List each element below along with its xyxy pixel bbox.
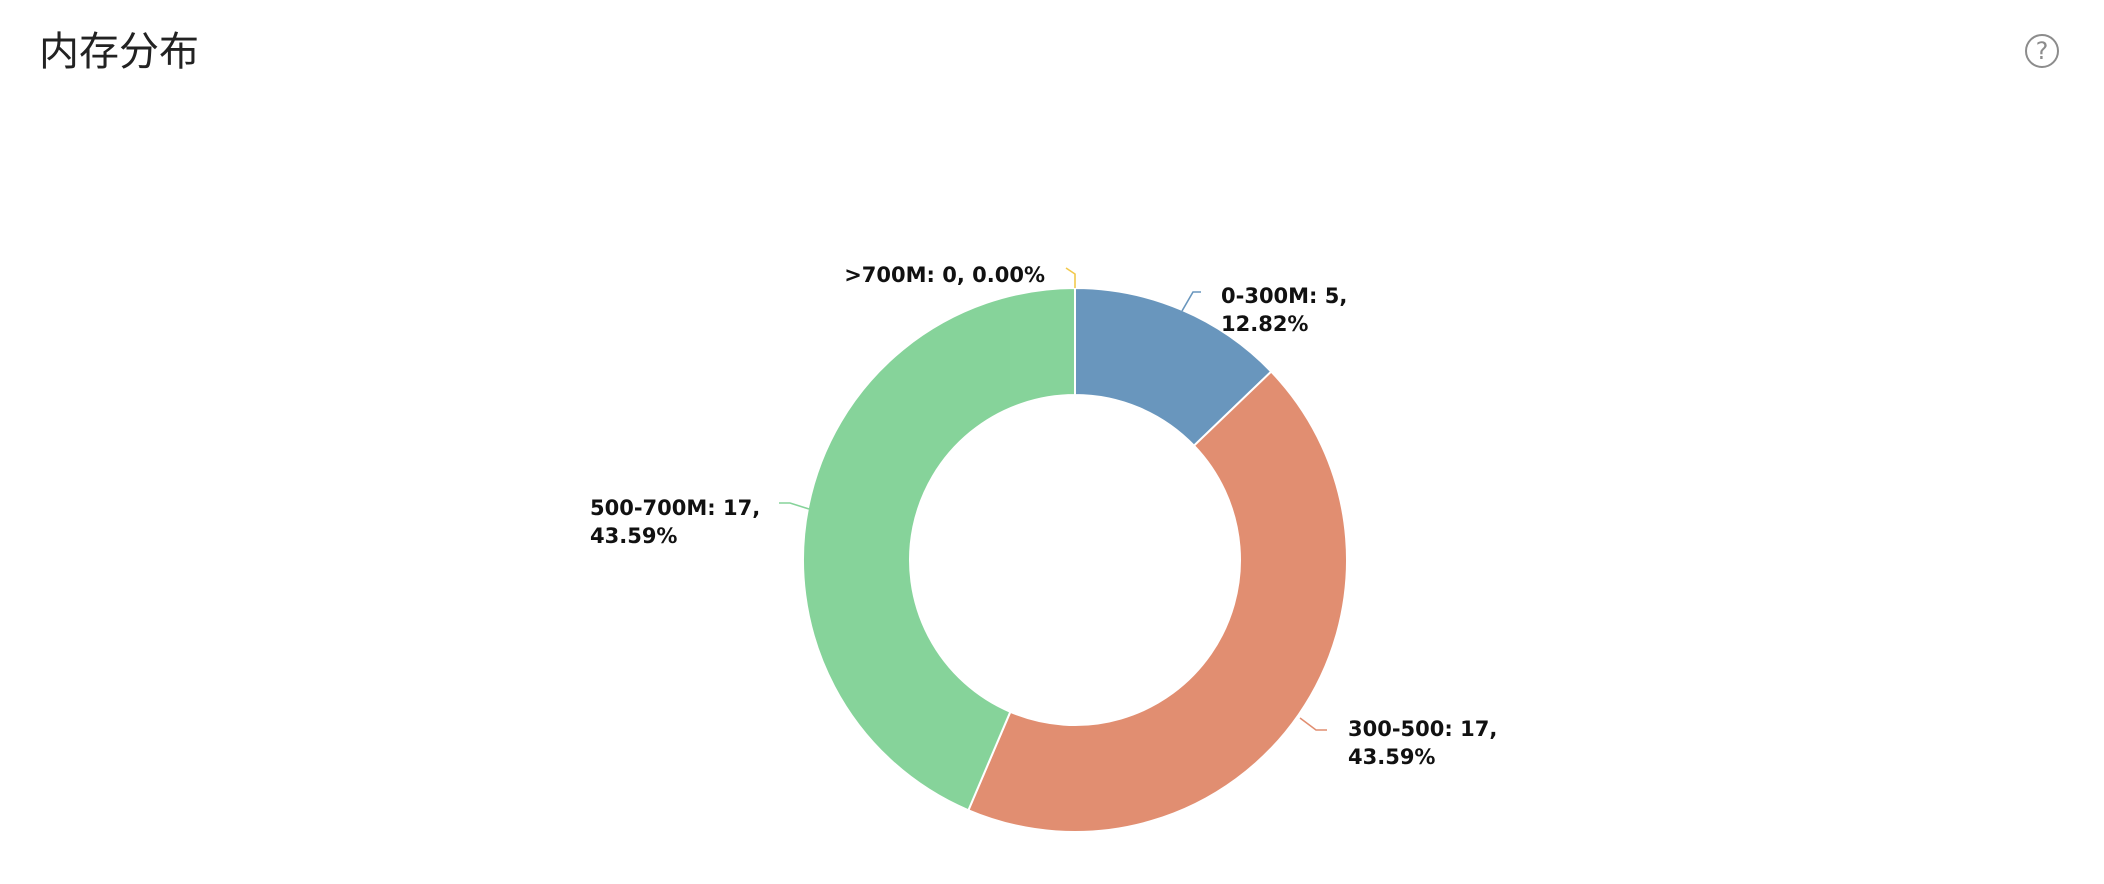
slice-labels: 0-300M: 5, 12.82% 300-500: 17, 43.59% 500-70… — [590, 263, 1497, 769]
slice-label-percent-0-300m: 12.82% — [1221, 312, 1308, 336]
label-leader-lines — [779, 267, 1327, 731]
leader-line-700m — [1065, 267, 1076, 288]
leader-line-300-500 — [1299, 717, 1327, 731]
slice-label-0-300m: 0-300M: 5, — [1221, 284, 1347, 308]
page-title: 内存分布 — [39, 29, 199, 75]
slice-300-500[interactable] — [967, 370, 1348, 833]
question-circle-icon: ? — [2035, 37, 2049, 65]
slice-500-700m[interactable] — [802, 286, 1076, 812]
leader-line-500-700m — [779, 502, 810, 510]
leader-line-0-300m — [1181, 291, 1201, 312]
slice-label-percent-300-500: 43.59% — [1348, 745, 1435, 769]
slice-label-500-700m: 500-700M: 17, — [590, 496, 760, 520]
slice-label-percent-500-700m: 43.59% — [590, 524, 677, 548]
donut-slices — [802, 286, 1348, 833]
slice-label-300-500: 300-500: 17, — [1348, 717, 1497, 741]
help-button[interactable]: ? — [2025, 34, 2059, 68]
slice-label-700m: >700M: 0, 0.00% — [844, 263, 1045, 287]
